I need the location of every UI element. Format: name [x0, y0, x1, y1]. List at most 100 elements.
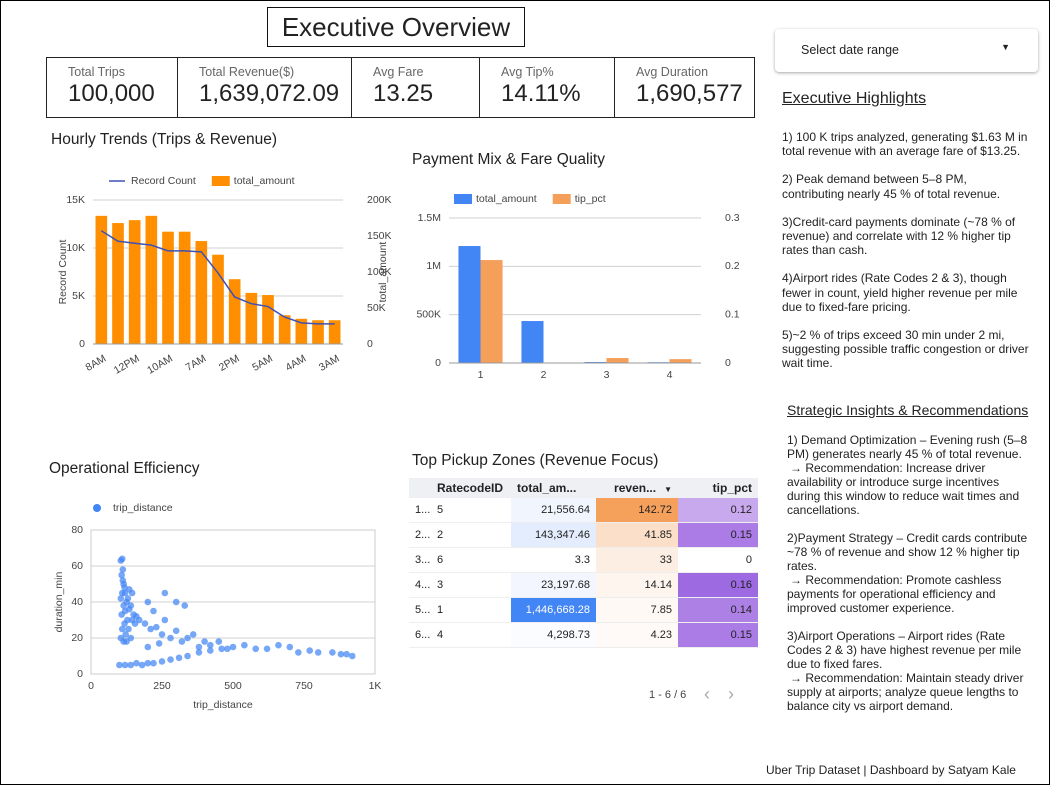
point	[128, 589, 136, 597]
insights: 1) Demand Optimization – Evening rush (5…	[787, 433, 1033, 727]
page-arrows[interactable]: ‹›	[704, 684, 752, 704]
table-cell: 0.15	[678, 622, 758, 648]
table-cell: 21,556.64	[511, 498, 596, 523]
header-cell: RatecodeID	[431, 478, 511, 498]
point	[178, 638, 186, 645]
kpi-label: Avg Tip%	[501, 65, 554, 79]
insight-recommendation: → Recommendation: Increase driver availa…	[787, 461, 1020, 517]
plot-frame	[90, 529, 376, 675]
x-tick-label: 12PM	[112, 353, 142, 377]
x-tick-label: 7AM	[184, 353, 209, 374]
x-tick-label: 0	[88, 680, 94, 692]
point	[206, 647, 214, 654]
point	[122, 631, 129, 638]
point	[158, 658, 166, 665]
date-picker[interactable]: Select date range ▼	[775, 29, 1038, 72]
chart-title: Hourly Trends (Trips & Revenue)	[51, 131, 277, 148]
point	[275, 641, 282, 649]
page-title: Executive Overview	[267, 7, 525, 47]
bar	[328, 320, 341, 344]
point	[172, 627, 180, 635]
x-tick-label: 3	[604, 369, 610, 381]
kpi-card: Avg Tip% 14.11%	[479, 57, 615, 118]
point	[167, 656, 174, 663]
x-tick-label: 3AM	[317, 353, 342, 374]
x-tick-label: 10AM	[145, 353, 175, 377]
table-cell: 5	[431, 498, 511, 523]
legend-label: Record Count	[131, 175, 196, 187]
table-cell: 4	[431, 622, 511, 648]
point	[215, 638, 223, 645]
highlight-text: 3)Credit-card payments dominate (~78 % o…	[782, 214, 1016, 258]
bar	[95, 215, 108, 344]
table-cell: 0.15	[678, 522, 758, 548]
point	[329, 649, 336, 656]
legend-symbol	[211, 176, 230, 186]
point	[147, 625, 154, 633]
kpi-card: Avg Fare 13.25	[351, 57, 480, 118]
point	[118, 589, 126, 597]
point	[306, 647, 313, 654]
x-tick-label: 500	[224, 680, 242, 692]
x-tick-label: 4AM	[284, 353, 309, 374]
table-cell: 142.72	[596, 498, 678, 523]
header-cell	[409, 478, 431, 498]
highlight-text: 4)Airport rides (Rate Codes 2 & 3), thou…	[782, 271, 1018, 314]
point	[144, 598, 152, 606]
y-tick-label: 15K	[66, 194, 85, 206]
y-tick-label: 500K	[416, 308, 441, 320]
highlights-title: Executive Highlights	[782, 90, 927, 107]
point	[141, 620, 149, 627]
y-tick-label: 40	[71, 596, 83, 608]
point	[314, 649, 322, 656]
point	[117, 595, 125, 602]
point	[150, 659, 157, 667]
point	[295, 649, 302, 656]
point	[252, 645, 260, 653]
x-tick-label: 750	[295, 680, 313, 692]
table-cell: 1...	[409, 498, 431, 523]
point	[133, 659, 140, 667]
y2-tick-label: 100K	[367, 266, 392, 278]
table-cell: 3...	[409, 547, 431, 573]
table-cell: 0	[678, 547, 758, 573]
point	[161, 616, 169, 624]
kpi-label: Avg Fare	[373, 65, 424, 79]
point	[175, 654, 183, 662]
footer: Uber Trip Dataset | Dashboard by Satyam …	[766, 763, 1016, 777]
bar	[162, 231, 174, 344]
kpi-label: Avg Duration	[636, 65, 709, 79]
point	[155, 640, 163, 647]
table-row: 3... 6 3.3 33 0	[409, 547, 758, 573]
y-tick-label: 60	[71, 560, 83, 572]
point	[124, 595, 132, 602]
table-row: 4... 3 23,197.68 14.14 0.16	[409, 572, 758, 598]
date-picker-label: Select date range	[801, 43, 899, 57]
table-cell: 4...	[409, 572, 431, 598]
pagination: 1 - 6 / 6	[649, 689, 687, 701]
bar	[606, 358, 629, 363]
legend-label: tip_pct	[575, 193, 606, 205]
bar	[212, 254, 224, 344]
point	[153, 623, 160, 631]
x-tick-label: 2PM	[217, 353, 242, 374]
y-tick-label: 5K	[72, 290, 85, 302]
table-cell: 2	[431, 522, 511, 548]
y-tick-label: 1M	[426, 260, 441, 272]
legend-label: total_amount	[476, 193, 537, 205]
table-cell: 2...	[409, 522, 431, 548]
bar	[178, 231, 191, 344]
bar	[128, 220, 141, 344]
header-cell: tip_pct	[678, 478, 758, 498]
point	[119, 566, 127, 573]
highlights: 1) 100 K trips analyzed, generating $1.6…	[782, 130, 1030, 385]
bar	[278, 315, 291, 344]
y-axis-title: duration_min	[53, 571, 65, 632]
table-cell: 7.85	[596, 597, 678, 623]
bar	[262, 295, 274, 344]
bar	[295, 318, 308, 344]
kpi-label: Total Trips	[68, 65, 125, 79]
table-row: 2... 2 143,347.46 41.85 0.15	[409, 522, 758, 548]
point	[172, 598, 180, 606]
